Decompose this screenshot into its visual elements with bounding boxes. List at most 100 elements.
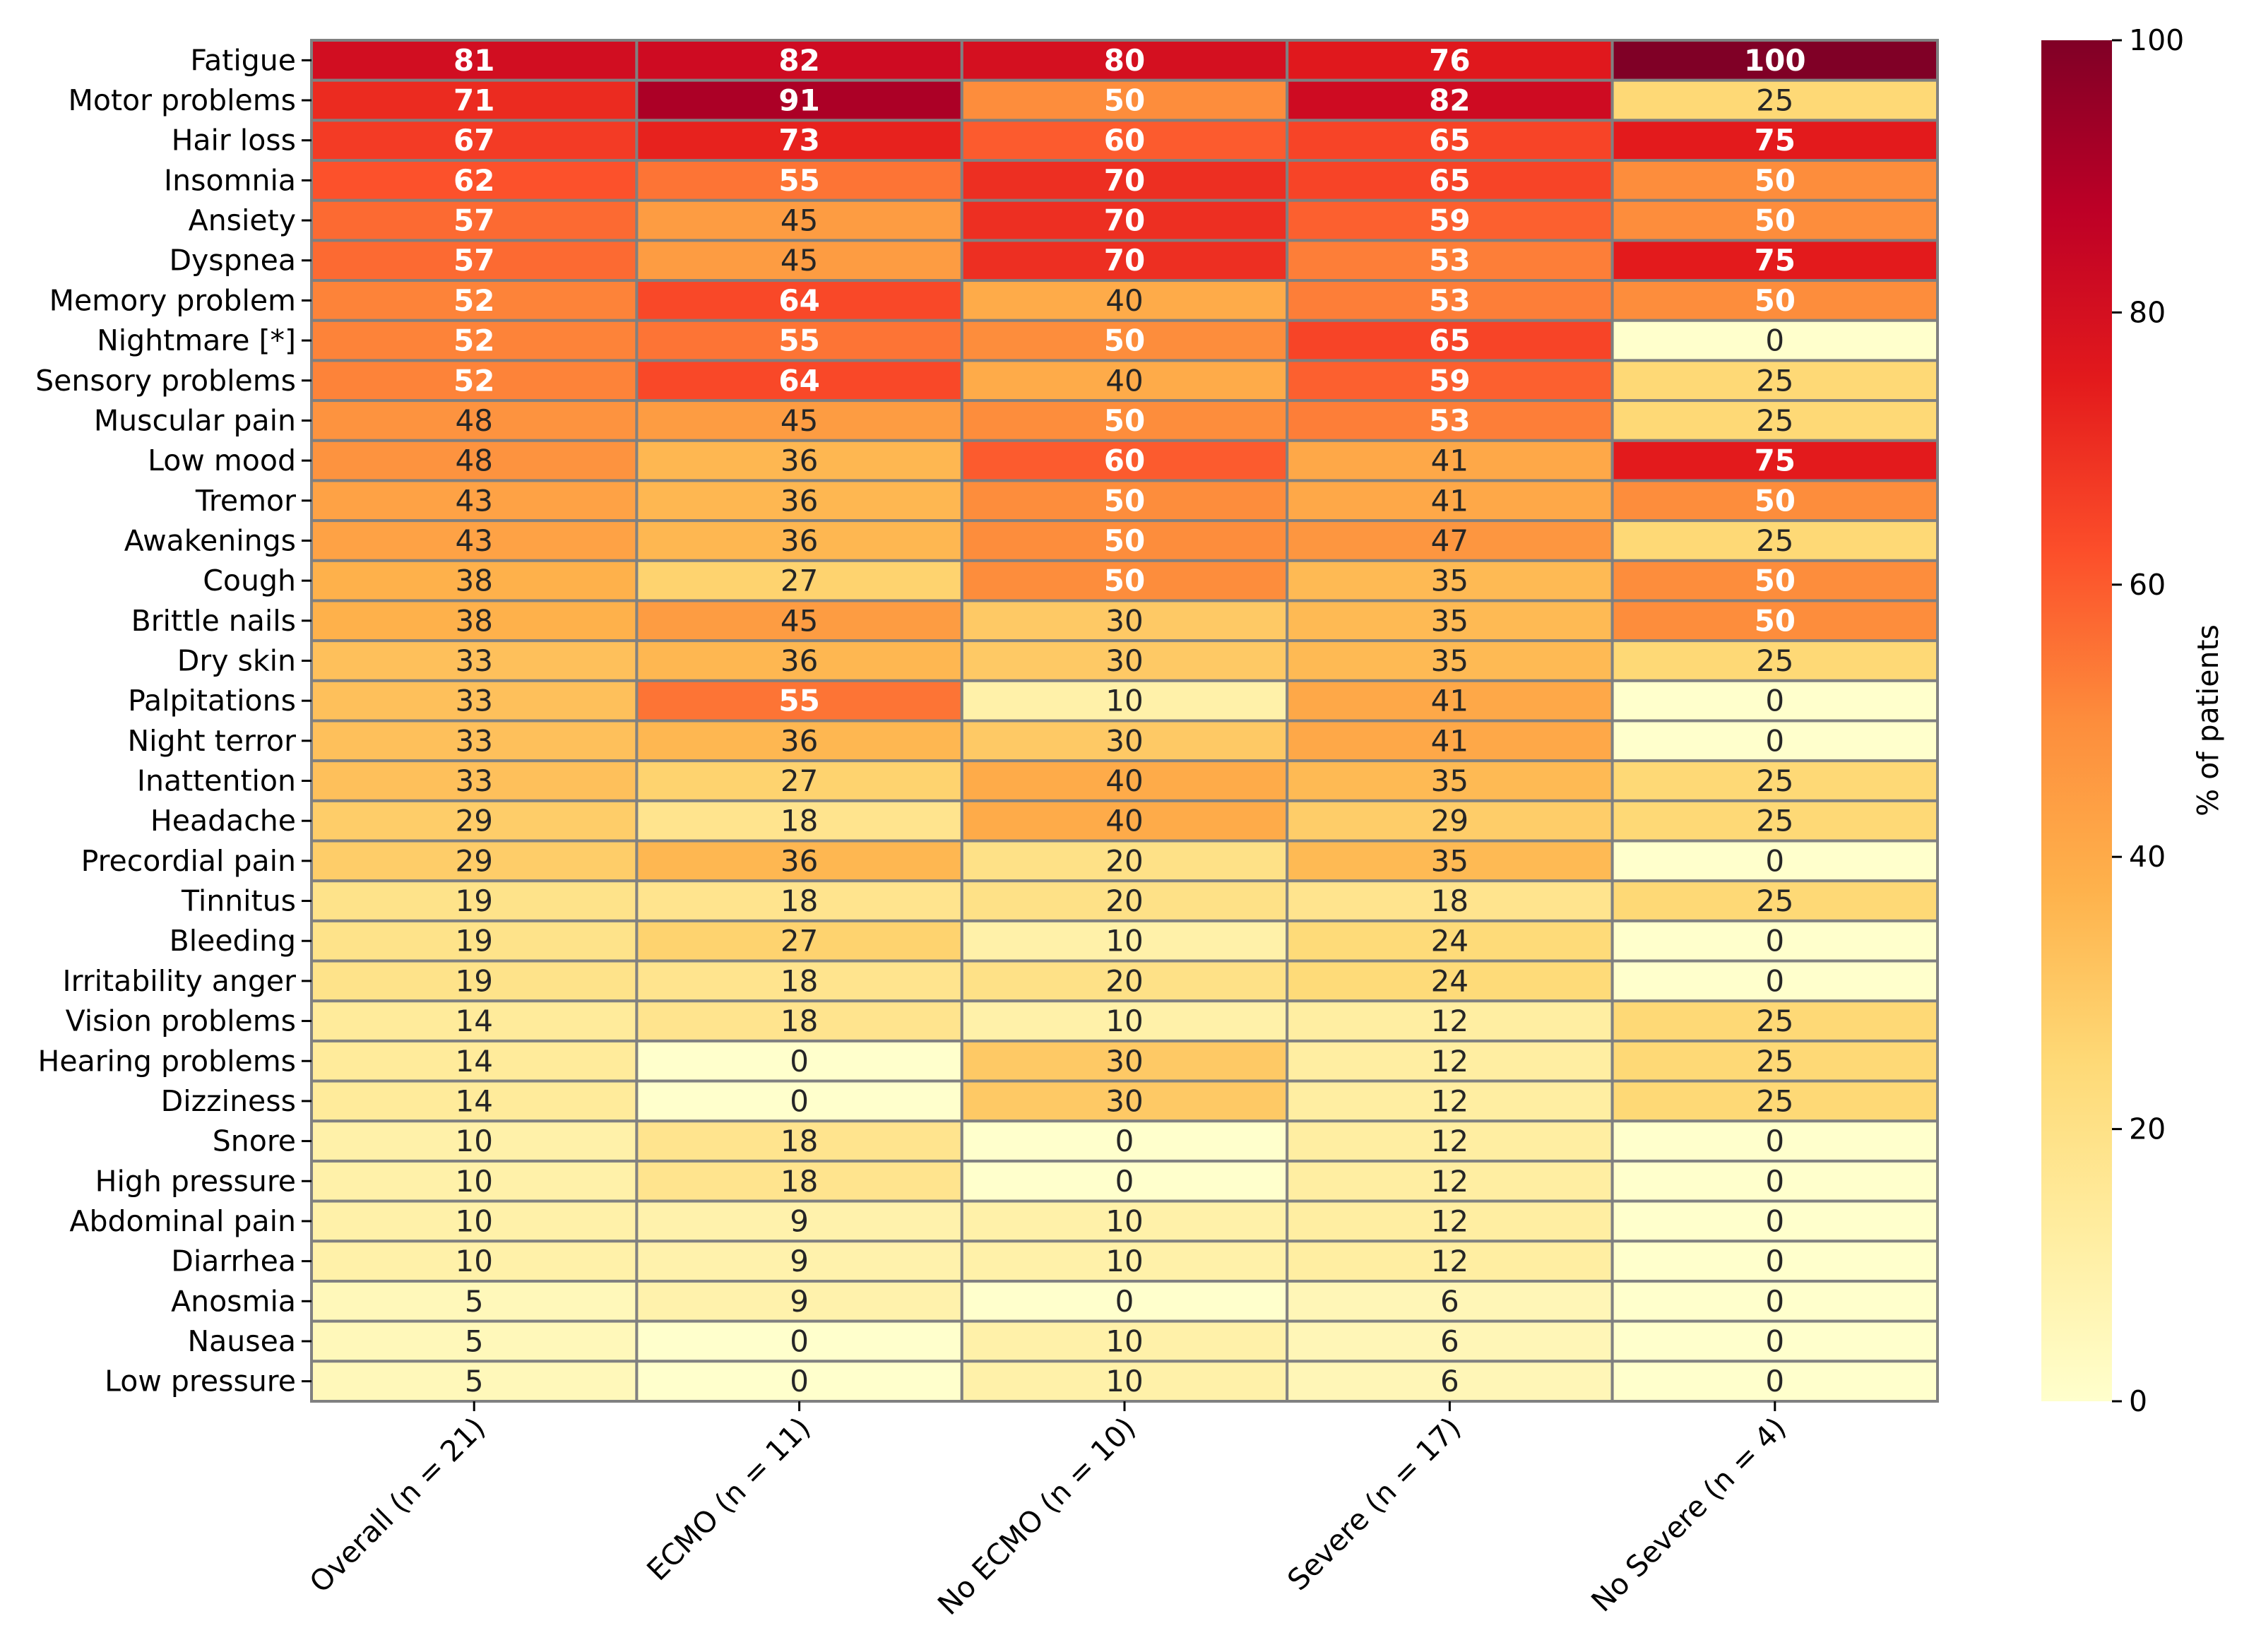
heatmap-cell: 36 [635, 839, 963, 883]
cell-value-label: 29 [455, 804, 492, 838]
cell-rect [635, 639, 963, 682]
cell-rect [1286, 479, 1614, 523]
x-tick-label: ECMO (n = 11) [641, 1410, 817, 1587]
cell-rect [1286, 1039, 1614, 1083]
heatmap-cell: 50 [1610, 279, 1940, 322]
heatmap-cell: 41 [1286, 719, 1614, 763]
cell-value-label: 0 [1765, 1164, 1784, 1199]
cell-rect [1610, 159, 1940, 202]
heatmap-cell: 53 [1286, 399, 1614, 442]
cell-value-label: 50 [1755, 203, 1796, 238]
heatmap-cell: 0 [1610, 1360, 1940, 1403]
heatmap-cell: 41 [1286, 479, 1614, 523]
cell-value-label: 0 [1115, 1284, 1134, 1319]
colorbar: 0 20 40 60 80 100 [2041, 23, 2184, 1418]
cell-rect [1286, 519, 1614, 562]
cell-value-label: 25 [1756, 403, 1793, 438]
cell-value-label: 12 [1431, 1204, 1468, 1238]
heatmap-cell: 0 [960, 1159, 1289, 1203]
heatmap-cell: 0 [960, 1279, 1289, 1323]
heatmap-cell: 18 [635, 799, 963, 843]
heatmap-cell: 10 [960, 1240, 1289, 1283]
heatmap-cell: 62 [310, 159, 639, 202]
heatmap-cell: 91 [635, 78, 963, 122]
cell-value-label: 5 [465, 1284, 484, 1319]
heatmap-cell: 5 [310, 1319, 639, 1363]
heatmap-cell: 64 [635, 359, 963, 403]
heatmap-cell: 55 [635, 319, 963, 362]
heatmap-cell: 0 [1610, 1199, 1940, 1243]
cell-rect [1610, 399, 1940, 442]
cell-rect [1610, 439, 1940, 482]
heatmap-cell: 30 [960, 599, 1289, 643]
cell-rect [960, 439, 1289, 482]
x-tick-label: Severe (n = 17) [1281, 1410, 1467, 1597]
cell-value-label: 0 [1765, 1204, 1784, 1238]
cell-rect [960, 198, 1289, 242]
cell-value-label: 6 [1440, 1324, 1459, 1358]
y-tick-label: High pressure [95, 1164, 296, 1198]
cell-value-label: 10 [1105, 1324, 1143, 1358]
heatmap-cell: 81 [310, 39, 639, 82]
cell-rect [310, 1039, 639, 1083]
heatmap-cell: 18 [635, 959, 963, 1003]
cell-value-label: 35 [1431, 603, 1468, 638]
heatmap-cell: 0 [1610, 1279, 1940, 1323]
heatmap-cell: 9 [635, 1279, 963, 1323]
heatmap-cell: 50 [960, 519, 1289, 562]
cell-rect [635, 839, 963, 883]
y-tick-label: Motor problems [68, 83, 296, 117]
heatmap-cell: 35 [1286, 639, 1614, 682]
cell-value-label: 47 [1431, 523, 1468, 558]
y-tick-label: Headache [150, 804, 296, 838]
heatmap-cell: 6 [1286, 1360, 1614, 1403]
y-tick-label: Cough [203, 564, 296, 598]
cell-rect [1610, 1159, 1940, 1203]
cell-rect [1286, 559, 1614, 602]
cell-value-label: 5 [465, 1364, 484, 1398]
cell-value-label: 0 [1765, 1364, 1784, 1398]
cell-value-label: 9 [790, 1284, 809, 1319]
cell-value-label: 27 [781, 924, 818, 958]
cell-value-label: 0 [790, 1083, 809, 1118]
heatmap-cell: 67 [310, 119, 639, 162]
cell-value-label: 0 [1765, 963, 1784, 998]
y-tick-label: Precordial pain [81, 844, 296, 878]
heatmap-cell: 0 [1610, 1240, 1940, 1283]
cell-value-label: 25 [1756, 763, 1793, 798]
heatmap-cell: 50 [1610, 198, 1940, 242]
cell-value-label: 41 [1431, 444, 1468, 478]
heatmap-cell: 50 [1610, 479, 1940, 523]
heatmap-cell: 70 [960, 159, 1289, 202]
heatmap-cell: 18 [635, 1159, 963, 1203]
colorbar-tick-label: 100 [2129, 23, 2184, 57]
cell-value-label: 29 [455, 843, 492, 878]
cell-rect [1610, 1199, 1940, 1243]
heatmap-cell: 12 [1286, 1039, 1614, 1083]
heatmap-cell: 14 [310, 999, 639, 1042]
cell-rect [1286, 639, 1614, 682]
heatmap-cell: 50 [960, 319, 1289, 362]
heatmap-cell: 50 [1610, 159, 1940, 202]
heatmap-cell: 20 [960, 959, 1289, 1003]
heatmap-cell: 19 [310, 919, 639, 963]
cell-rect [960, 599, 1289, 643]
cell-value-label: 36 [781, 723, 818, 758]
cell-rect [635, 719, 963, 763]
heatmap-cell: 0 [635, 1079, 963, 1123]
y-tick-label: Memory problem [49, 283, 296, 317]
cell-value-label: 33 [455, 723, 492, 758]
cell-rect [1286, 1199, 1614, 1243]
y-tick-label: Insomnia [164, 163, 296, 197]
cell-value-label: 55 [778, 323, 819, 358]
heatmap-cell: 18 [1286, 879, 1614, 922]
cell-value-label: 5 [465, 1324, 484, 1358]
cell-value-label: 45 [781, 243, 818, 278]
cell-value-label: 19 [455, 884, 492, 918]
heatmap-cell: 24 [1286, 959, 1614, 1003]
cell-value-label: 38 [455, 564, 492, 598]
cell-rect [1610, 559, 1940, 602]
cell-value-label: 29 [1431, 804, 1468, 838]
heatmap-cell: 76 [1286, 39, 1614, 82]
heatmap-cell: 71 [310, 78, 639, 122]
